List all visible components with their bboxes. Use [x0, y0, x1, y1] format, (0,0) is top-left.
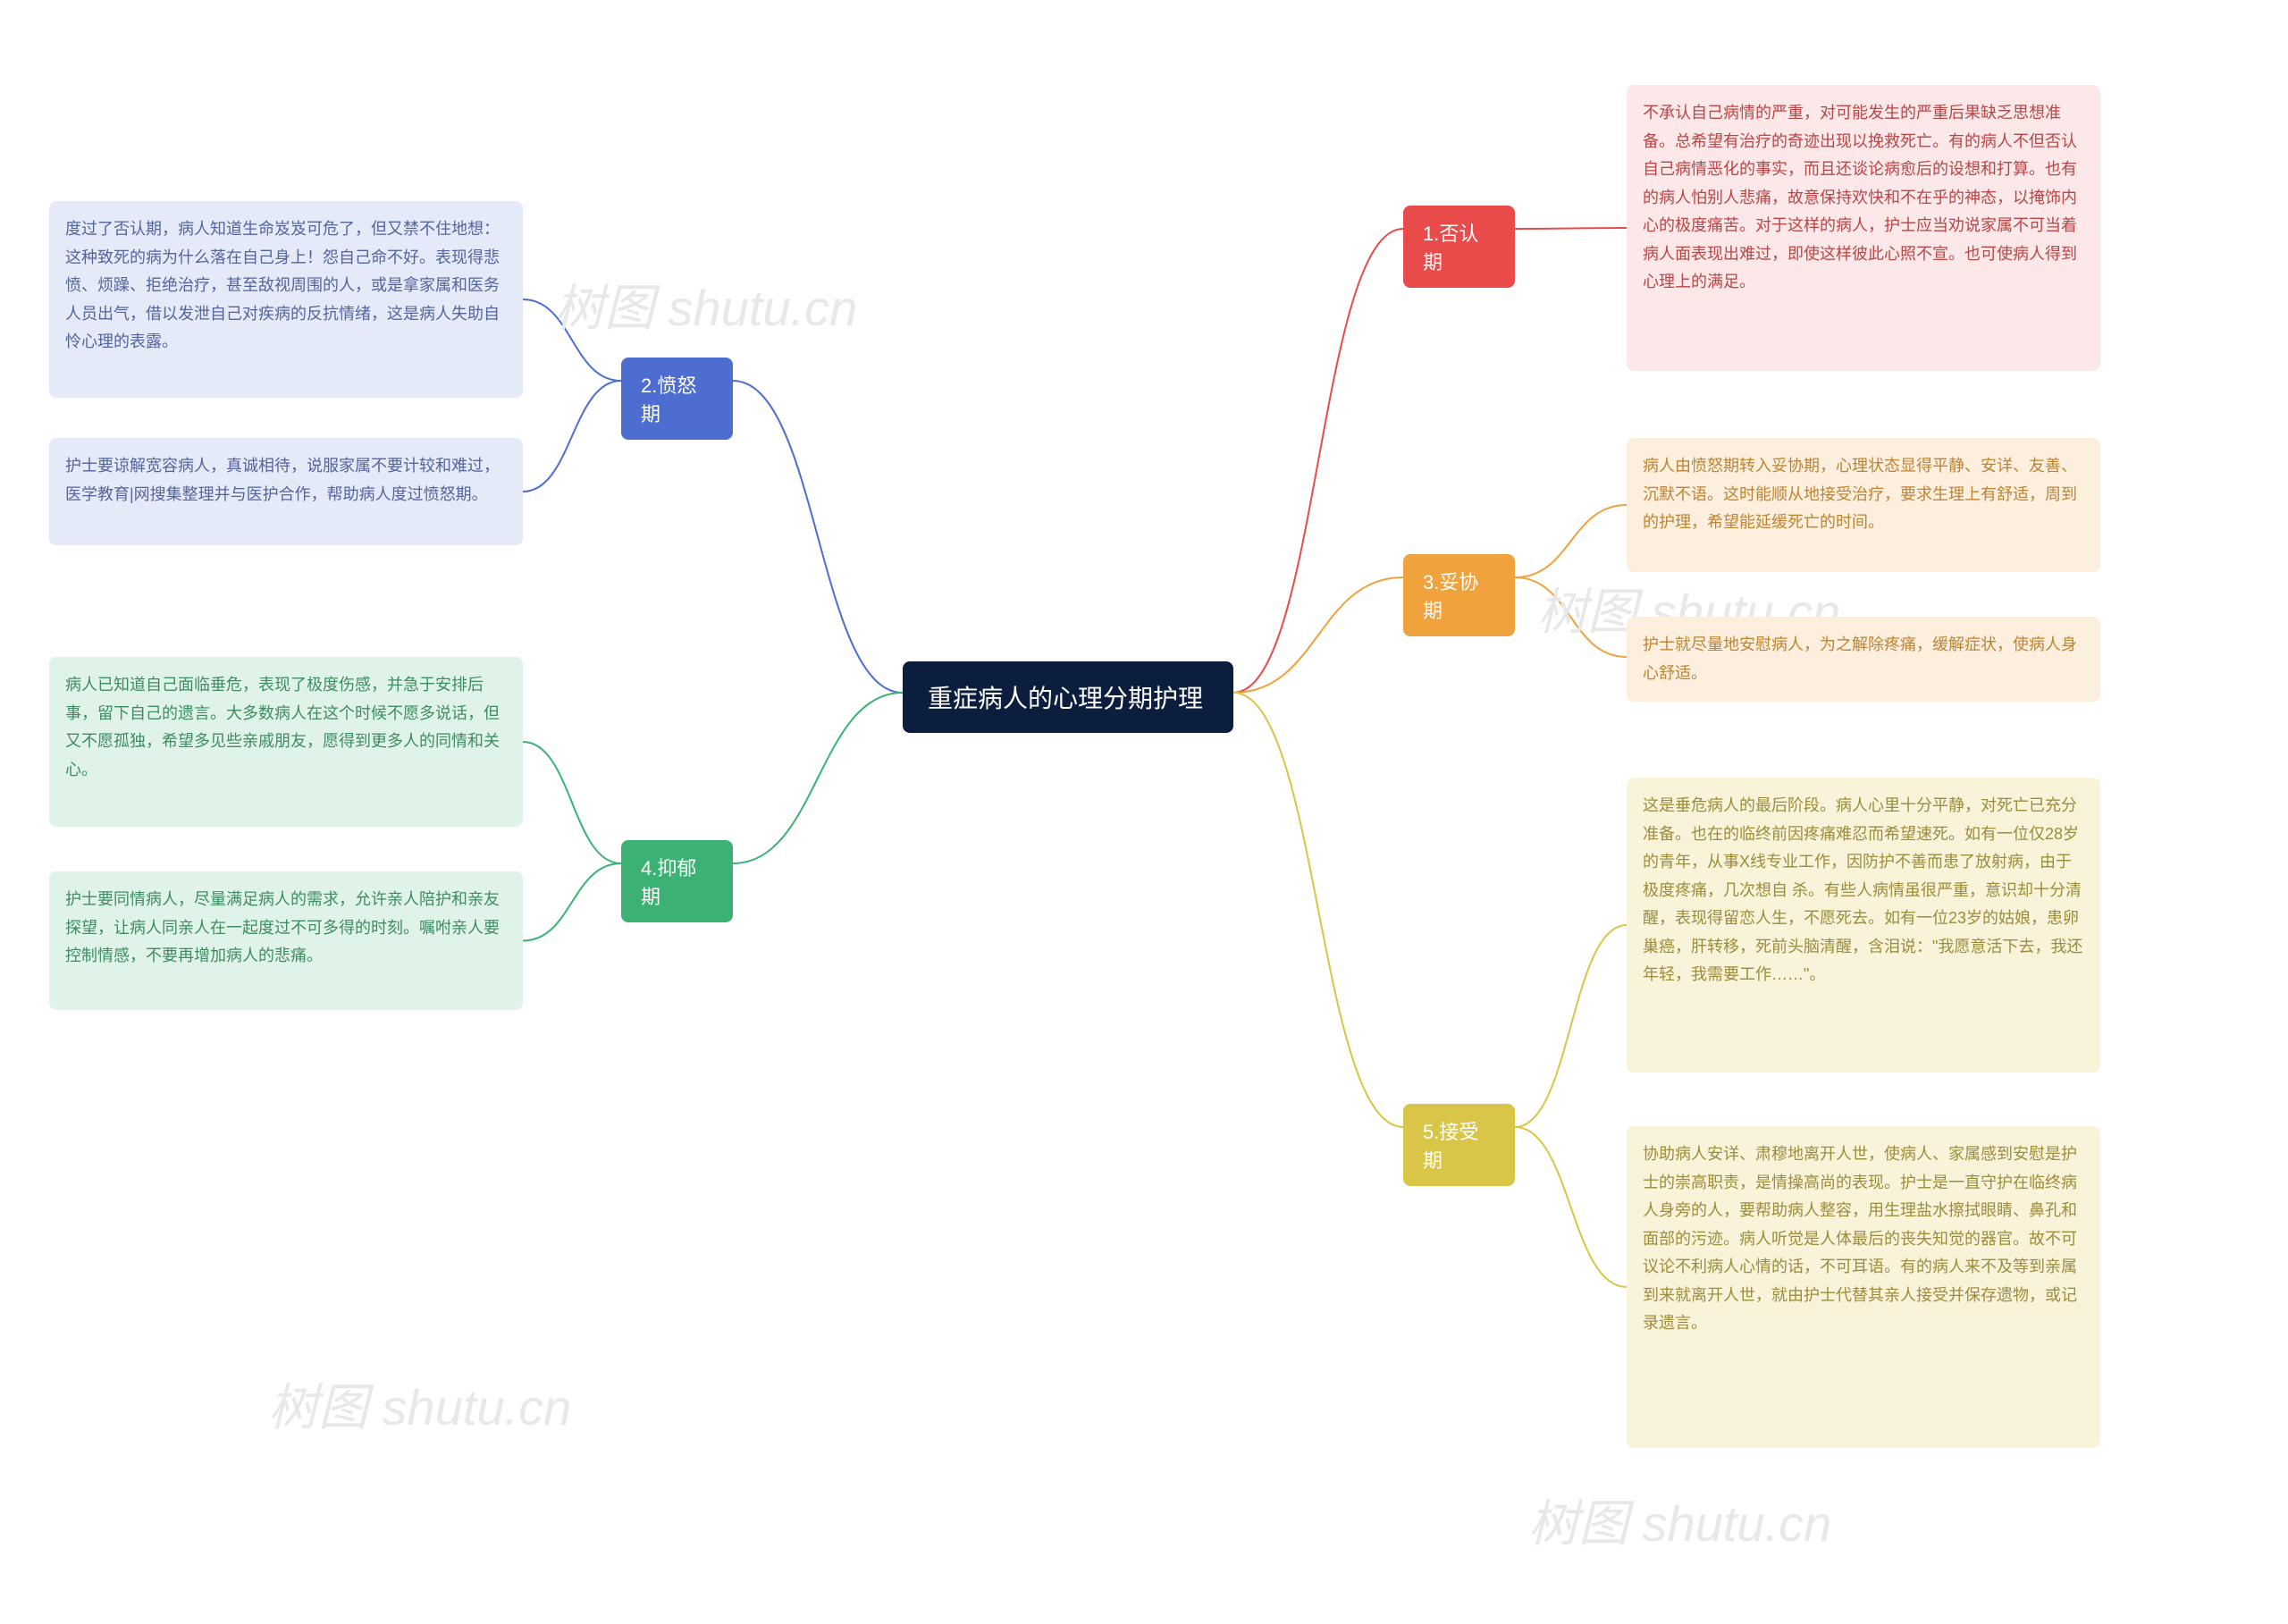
watermark: 树图 shutu.cn [1528, 1484, 1831, 1556]
leaf-node[interactable]: 度过了否认期，病人知道生命岌岌可危了，但又禁不住地想：这种致死的病为什么落在自己… [49, 201, 523, 398]
leaf-node[interactable]: 病人已知道自己面临垂危，表现了极度伤感，并急于安排后事，留下自己的遗言。大多数病… [49, 657, 523, 827]
watermark: 树图 shutu.cn [268, 1367, 571, 1440]
stage-node-s1[interactable]: 1.否认期 [1403, 206, 1515, 288]
root-node[interactable]: 重症病人的心理分期护理 [903, 661, 1233, 733]
leaf-node[interactable]: 护士要同情病人，尽量满足病人的需求，允许亲人陪护和亲友探望，让病人同亲人在一起度… [49, 871, 523, 1010]
stage-node-s2[interactable]: 2.愤怒期 [621, 358, 733, 440]
watermark: 树图 shutu.cn [554, 268, 857, 341]
leaf-node[interactable]: 协助病人安详、肃穆地离开人世，使病人、家属感到安慰是护士的崇高职责，是情操高尚的… [1627, 1126, 2100, 1448]
stage-node-s4[interactable]: 4.抑郁期 [621, 840, 733, 922]
leaf-node[interactable]: 病人由愤怒期转入妥协期，心理状态显得平静、安详、友善、沉默不语。这时能顺从地接受… [1627, 438, 2100, 572]
mindmap-canvas: 树图 shutu.cn树图 shutu.cn树图 shutu.cn树图 shut… [0, 0, 2288, 1624]
leaf-node[interactable]: 护士就尽量地安慰病人，为之解除疼痛，缓解症状，使病人身心舒适。 [1627, 617, 2100, 702]
leaf-node[interactable]: 护士要谅解宽容病人，真诚相待，说服家属不要计较和难过，医学教育|网搜集整理并与医… [49, 438, 523, 545]
stage-node-s5[interactable]: 5.接受期 [1403, 1104, 1515, 1186]
stage-node-s3[interactable]: 3.妥协期 [1403, 554, 1515, 636]
leaf-node[interactable]: 这是垂危病人的最后阶段。病人心里十分平静，对死亡已充分准备。也在的临终前因疼痛难… [1627, 778, 2100, 1073]
leaf-node[interactable]: 不承认自己病情的严重，对可能发生的严重后果缺乏思想准备。总希望有治疗的奇迹出现以… [1627, 85, 2100, 371]
